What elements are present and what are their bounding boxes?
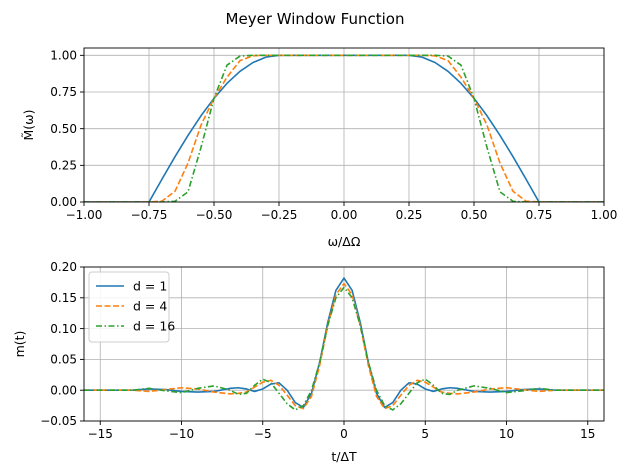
- bottom-y-axis-label: m(t): [12, 331, 27, 358]
- bottom-series-line-1: [84, 277, 604, 409]
- legend-label-d16: d = 16: [133, 319, 175, 334]
- bottom-series-line-3: [84, 286, 604, 411]
- top-y-tick-label: 0.75: [50, 85, 77, 99]
- bottom-y-tick-label: 0.15: [50, 291, 77, 305]
- top-x-tick-label: 1.00: [591, 208, 618, 222]
- bottom-x-tick-label: −10: [169, 427, 194, 441]
- bottom-plot: −15 −10 −5 0 5 10 15 −0.05 0.00 0.05 0.10 0.15 0.20: [40, 260, 605, 441]
- bottom-x-tick-label: −15: [88, 427, 113, 441]
- bottom-x-tick-label: 15: [580, 427, 595, 441]
- bottom-y-tick-label: 0.05: [50, 353, 77, 367]
- top-x-tick-label: 0.25: [396, 208, 423, 222]
- top-y-axis-label: M̃(ω): [21, 109, 36, 140]
- top-x-tick-label: 0.00: [331, 208, 358, 222]
- legend-label-d1: d = 1: [133, 279, 167, 294]
- top-x-axis-label: ω/ΔΩ: [328, 234, 361, 249]
- bottom-x-axis-label: t/ΔT: [331, 449, 357, 464]
- legend: d = 1 d = 4 d = 16: [88, 271, 175, 343]
- top-series-line-3: [84, 54, 604, 202]
- bottom-y-tick-label: 0.00: [50, 383, 77, 397]
- figure-title: Meyer Window Function: [226, 10, 405, 28]
- bottom-y-tick-label: 0.10: [50, 322, 77, 336]
- top-series-line-2: [84, 54, 604, 202]
- bottom-x-tick-label: 5: [421, 427, 429, 441]
- top-x-tick-label: 0.50: [461, 208, 488, 222]
- top-y-tick-label: 1.00: [50, 49, 77, 63]
- top-x-tick-label: −1.00: [66, 208, 103, 222]
- top-y-tick-label: 0.25: [50, 159, 77, 173]
- top-y-tick-label: 0.00: [50, 195, 77, 209]
- bottom-x-tick-label: 10: [499, 427, 514, 441]
- bottom-y-tick-label: −0.05: [40, 414, 77, 428]
- top-plot: −1.00 −0.75 −0.50 −0.25 0.00 0.25 0.50 0.75 1.00…: [50, 47, 618, 222]
- top-x-tick-label: 0.75: [526, 208, 553, 222]
- bottom-x-tick-label: 0: [340, 427, 348, 441]
- top-x-tick-label: −0.25: [261, 208, 298, 222]
- legend-label-d4: d = 4: [133, 299, 167, 314]
- legend-box: [88, 271, 170, 343]
- bottom-x-tick-label: −5: [254, 427, 272, 441]
- top-y-tick-label: 0.50: [50, 122, 77, 136]
- top-x-tick-label: −0.75: [131, 208, 168, 222]
- top-x-tick-label: −0.50: [196, 208, 233, 222]
- bottom-y-tick-label: 0.20: [50, 260, 77, 274]
- bottom-series-line-2: [84, 282, 604, 410]
